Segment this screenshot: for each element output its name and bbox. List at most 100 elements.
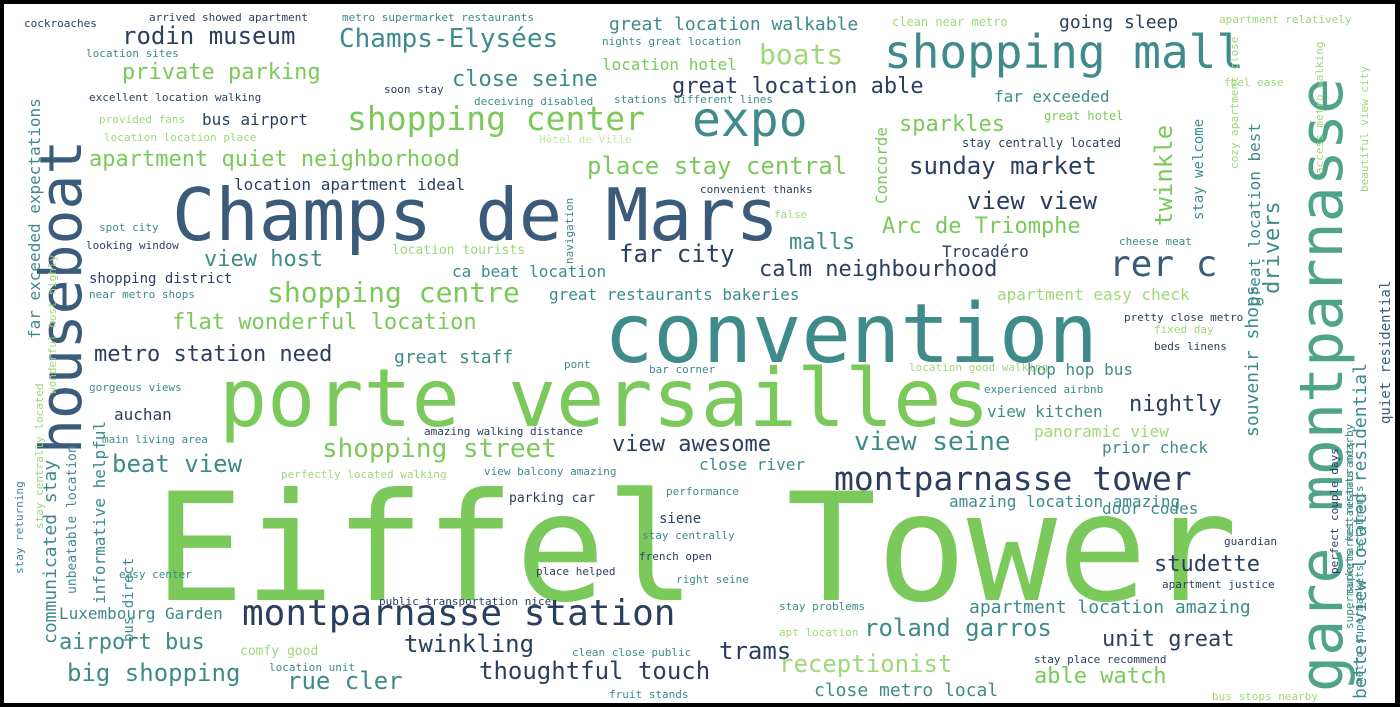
word-location-location-place: location location place — [104, 131, 257, 144]
word-unit-great: unit great — [1102, 627, 1235, 652]
word-thoughtful-touch: thoughtful touch — [479, 657, 711, 685]
word-perfectly-located-walking: perfectly located walking — [281, 468, 447, 481]
word-close-river: close river — [699, 455, 805, 474]
word-apartment-easy-check: apartment easy check — [997, 285, 1190, 304]
word-view-awesome: view awesome — [612, 432, 771, 457]
word-private-parking: private parking — [122, 60, 321, 85]
word-beat-view: beat view — [112, 450, 243, 478]
word-stay-centrally-located: stay centrally located — [962, 136, 1121, 150]
word-rer-c: rer c — [1109, 244, 1218, 285]
word-feel-ease: feel ease — [1224, 76, 1284, 89]
word-apartment-relatively: apartment relatively — [1219, 13, 1352, 26]
word-excellent-location-walking: excellent location walking — [89, 91, 262, 104]
word-view-kitchen: view kitchen — [987, 402, 1103, 421]
word-location-unit: location unit — [269, 661, 356, 674]
word-hotel-de-ville: Hôtel de Ville — [539, 133, 632, 146]
word-amazing-location-amazing: amazing location amazing — [949, 492, 1181, 511]
word-great-location-walkable: great location walkable — [609, 14, 859, 35]
word-apartment-quiet-neighborhood: apartment quiet neighborhood — [89, 147, 460, 172]
word-ca-beat-location: ca beat location — [452, 262, 607, 281]
word-location-hotel: location hotel — [602, 55, 737, 74]
word-twinkle: twinkle — [1150, 124, 1178, 226]
word-nights-great-location: nights great location — [602, 35, 742, 48]
word-view-seine: view seine — [854, 427, 1011, 457]
word-beautiful-view-city: beautiful view city — [1358, 66, 1371, 192]
word-far-exceeded: far exceeded — [994, 87, 1110, 106]
word-fruit-stands: fruit stands — [609, 688, 689, 701]
word-close-seine: close seine — [452, 67, 598, 92]
word-perfect-couple-days: perfect couple days — [1328, 448, 1341, 574]
word-apartment-justice: apartment justice — [1162, 578, 1275, 591]
word-supermarket-restaurants: supermarket restaurants — [1343, 441, 1356, 594]
word-far-city: far city — [619, 240, 735, 268]
word-navigation: navigation — [563, 197, 576, 264]
word-guardian: guardian — [1224, 535, 1277, 548]
word-stay-place-recommend: stay place recommend — [1034, 653, 1167, 666]
word-fixed-day: fixed day — [1154, 323, 1214, 336]
word-malls: malls — [789, 230, 856, 255]
word-bus-stops-nearby: bus stops nearby — [1212, 690, 1318, 703]
word-great-staff: great staff — [394, 347, 514, 368]
word-bar-corner: bar corner — [649, 363, 716, 376]
word-twinkling: twinkling — [404, 630, 535, 658]
word-metro-station-need: metro station need — [94, 342, 333, 367]
word-flat-wonderful-location: flat wonderful location — [172, 310, 477, 335]
word-sunday-market: sunday market — [909, 152, 1097, 180]
word-hop-hop-bus: hop hop bus — [1027, 360, 1133, 379]
word-big-shopping: big shopping — [67, 659, 241, 687]
word-amazing-walking-distance: amazing walking distance — [424, 425, 583, 438]
word-stay-centrally-located: stay centrally located — [33, 383, 46, 529]
word-gorgeous-views: gorgeous views — [89, 381, 182, 394]
word-convenient-thanks: convenient thanks — [700, 183, 813, 196]
word-cozy-apartment-close: cozy apartment close — [1228, 36, 1241, 169]
word-airport-bus: airport bus — [59, 630, 205, 655]
word-concorde: Concorde — [872, 126, 891, 204]
word-experienced-airbnb: experienced airbnb — [984, 383, 1104, 396]
word-siene: siene — [659, 511, 702, 527]
word-convention: convention — [604, 287, 1098, 382]
word-access-metro-walking: access metro walking — [1313, 41, 1326, 174]
word-sparkles: sparkles — [899, 112, 1005, 137]
word-stay-returning: stay returning — [13, 481, 26, 574]
word-boats: boats — [759, 38, 844, 71]
word-arrived-showed-apartment: arrived showed apartment — [149, 11, 308, 24]
word-far-exceeded-expectations: far exceeded expectations — [25, 98, 44, 339]
word-spot-city: spot city — [99, 221, 159, 234]
word-panoramic-view: panoramic view — [1034, 422, 1169, 441]
word-view-balcony-amazing: view balcony amazing — [484, 465, 617, 478]
word-shopping-street: shopping street — [322, 434, 557, 464]
word-bus-airport: bus airport — [202, 110, 308, 129]
word-expo: expo — [692, 92, 808, 148]
word-eiffel-tower: Eiffel Tower — [154, 462, 1238, 636]
word-main-living-area: main living area — [102, 433, 208, 446]
word-french-open: french open — [639, 550, 712, 563]
word-shopping-centre: shopping centre — [267, 276, 520, 309]
word-quiet-residential: quiet residential — [1378, 280, 1394, 424]
word-false: false — [774, 208, 808, 221]
word-great-hotel: great hotel — [1044, 109, 1124, 123]
word-shopping-mall: shopping mall — [884, 25, 1245, 79]
word-location-tourists: location tourists — [392, 243, 526, 258]
word-stay-centrally: stay centrally — [642, 529, 735, 542]
word-clean-near-metro: clean near metro — [892, 15, 1008, 29]
word-luxembourg-garden: Luxembourg Garden — [59, 604, 223, 623]
word-arc-de-triomphe: Arc de Triomphe — [882, 214, 1081, 239]
word-right-seine: right seine — [676, 573, 749, 586]
word-cheese-meat: cheese meat — [1119, 235, 1192, 248]
word-apartment-location-amazing: apartment location amazing — [969, 597, 1251, 618]
word-trams: trams — [719, 637, 792, 665]
word-wonderful-host-highly: wonderful host highly — [46, 254, 59, 394]
word-shopping-center: shopping center — [347, 99, 646, 138]
word-view-host: view host — [204, 247, 324, 272]
word-door-codes: door codes — [1102, 499, 1199, 518]
word-near-metro-shops: near metro shops — [89, 288, 195, 301]
word-champs-de-mars: Champs de Mars — [172, 173, 779, 257]
word-apt-location: apt location — [779, 626, 859, 639]
word-location-apartment-ideal: location apartment ideal — [234, 175, 466, 194]
word-auchan: auchan — [114, 405, 172, 424]
word-pont: pont — [564, 358, 591, 371]
word-unbeatable-location: unbeatable location — [65, 445, 80, 594]
word-parking-car: parking car — [509, 491, 596, 506]
word-close-metro-local: close metro local — [814, 680, 999, 701]
word-studette: studette — [1154, 552, 1260, 577]
